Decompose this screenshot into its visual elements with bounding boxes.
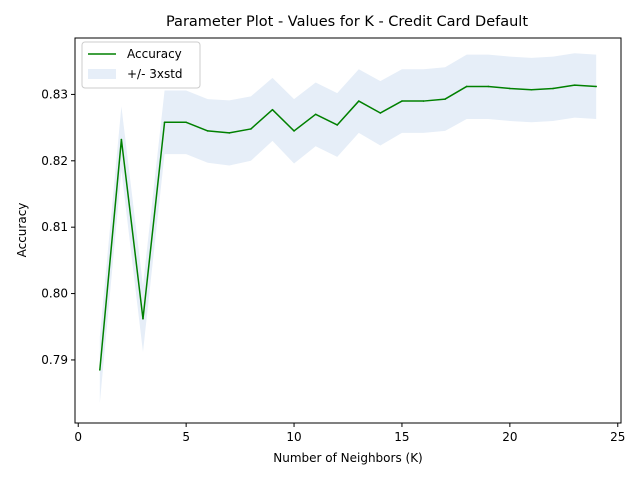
x-tick-label: 10 (286, 430, 301, 444)
accuracy-point (185, 121, 187, 124)
x-tick-label: 25 (610, 430, 625, 444)
accuracy-series-line (99, 84, 597, 370)
accuracy-point (422, 100, 425, 102)
accuracy-point (552, 87, 554, 90)
accuracy-point (163, 121, 166, 124)
accuracy-point (509, 87, 511, 90)
legend: Accuracy +/- 3xstd (81, 41, 201, 89)
accuracy-point (120, 138, 123, 141)
plot-frame (74, 37, 622, 424)
y-axis-ticks: 0.79 0.80 0.81 0.82 0.83 (41, 87, 75, 367)
std-band-layer (99, 53, 597, 404)
std-band-area (99, 53, 597, 404)
accuracy-line-layer (99, 84, 597, 371)
accuracy-point (357, 100, 360, 102)
accuracy-point (379, 112, 382, 114)
x-tick-label: 5 (182, 430, 190, 444)
accuracy-point (487, 85, 490, 88)
y-tick-label: 0.81 (41, 220, 68, 234)
accuracy-point (573, 84, 576, 86)
y-tick-label: 0.82 (41, 154, 68, 168)
y-tick-label: 0.80 (41, 287, 68, 301)
accuracy-point (142, 317, 144, 320)
y-tick-label: 0.79 (41, 353, 68, 367)
legend-band-swatch (88, 69, 116, 79)
accuracy-point (314, 113, 317, 116)
x-tick-label: 20 (502, 430, 517, 444)
legend-band-label: +/- 3xstd (127, 67, 183, 81)
accuracy-point (336, 124, 339, 126)
accuracy-point (271, 108, 274, 111)
y-tick-label: 0.83 (41, 87, 68, 101)
accuracy-point (293, 130, 295, 132)
accuracy-point (465, 85, 468, 88)
accuracy-point (530, 88, 533, 91)
x-axis-ticks: 0 5 10 15 20 25 (74, 423, 625, 444)
accuracy-point (250, 128, 252, 130)
accuracy-point (401, 100, 403, 102)
x-tick-label: 15 (394, 430, 409, 444)
chart-title: Parameter Plot - Values for K - Credit C… (166, 14, 528, 30)
legend-accuracy-label: Accuracy (127, 47, 182, 61)
accuracy-point (228, 132, 231, 134)
x-tick-label: 0 (74, 430, 82, 444)
accuracy-point (99, 369, 101, 371)
y-axis-title: Accuracy (15, 203, 29, 258)
accuracy-point (444, 98, 446, 100)
x-axis-title: Number of Neighbors (K) (273, 451, 423, 465)
accuracy-point (206, 130, 209, 132)
accuracy-point (595, 85, 597, 88)
